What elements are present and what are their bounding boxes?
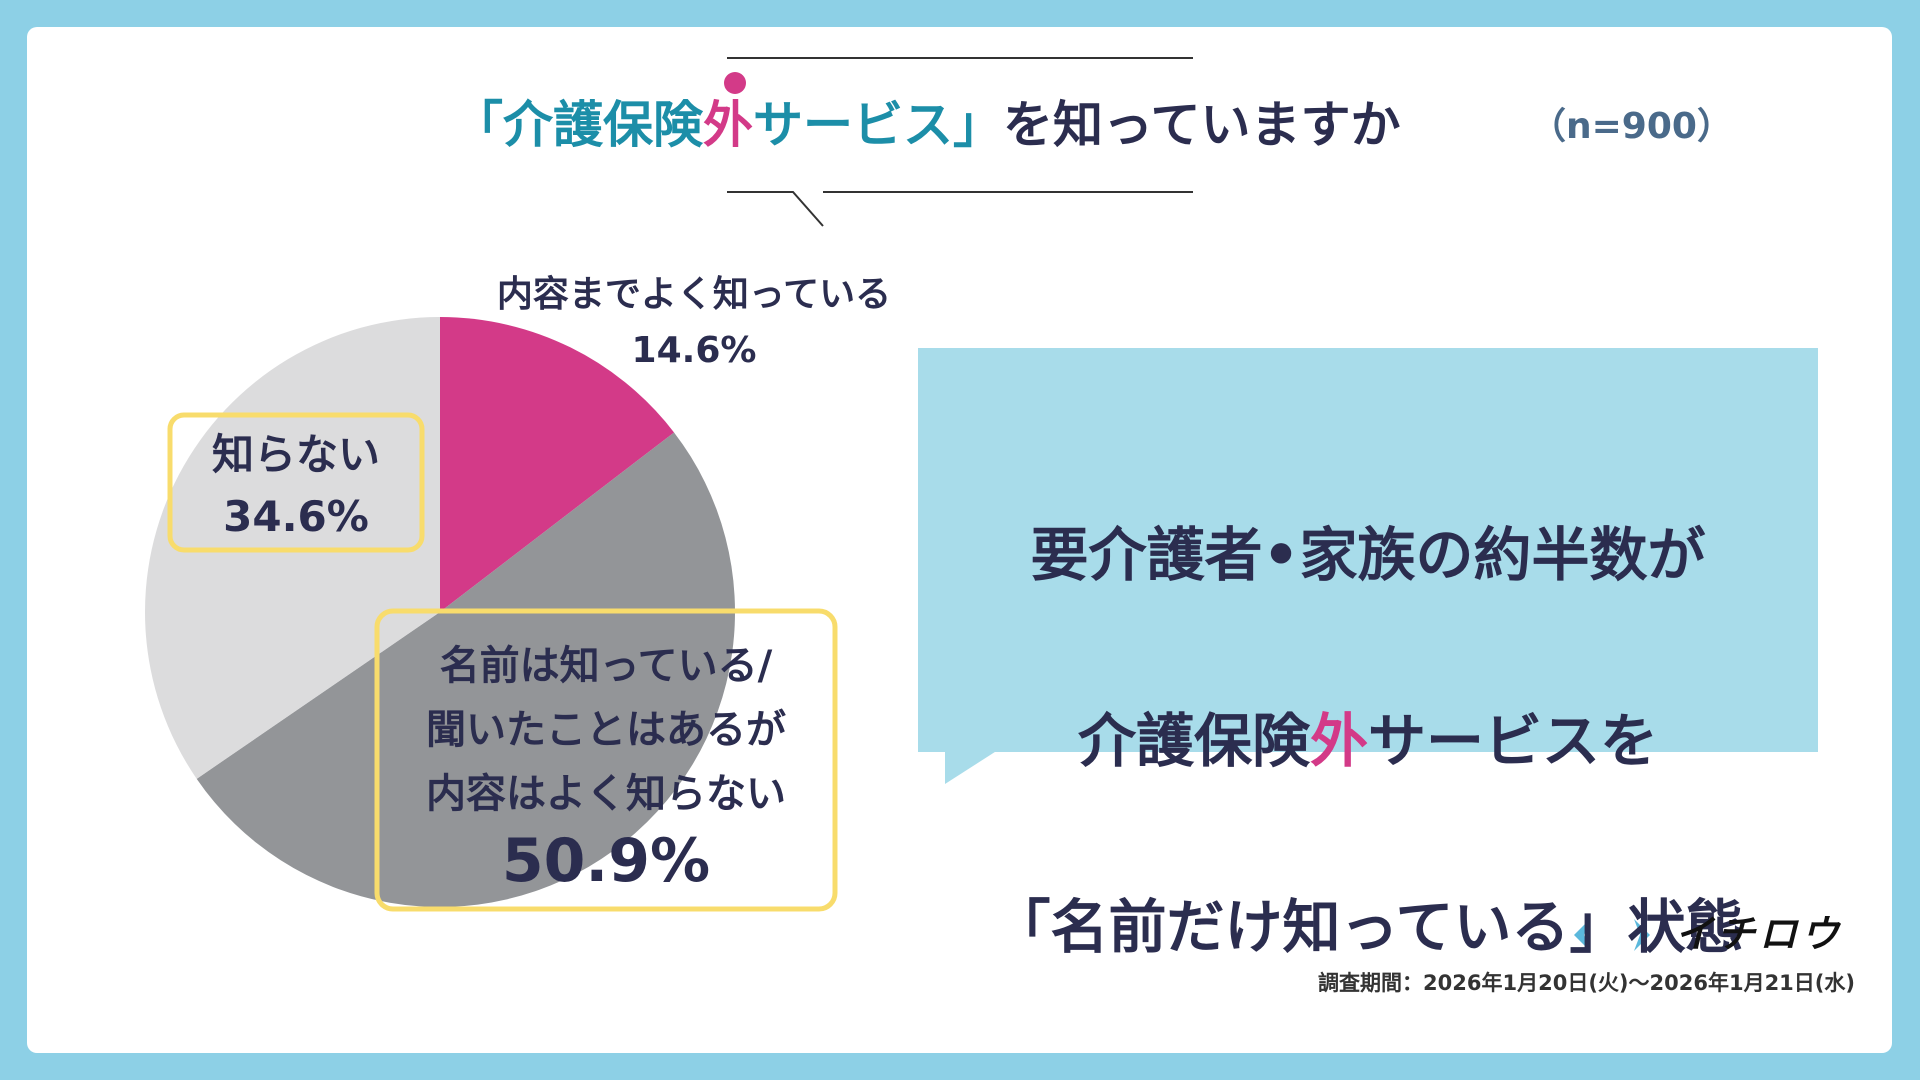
sample-size: （n=900） — [1530, 106, 1733, 147]
category-label: 知らない — [211, 430, 380, 479]
label-box — [167, 412, 425, 553]
label-box — [374, 608, 838, 912]
callout-line: 介護保険外サービスを — [918, 695, 1818, 788]
callout-part: 要介護者•家族の約半数が — [1030, 521, 1706, 589]
category-label: 名前は知っている/ 聞いたことはあるが 内容はよく知らない — [426, 643, 786, 817]
survey-period: 調査期間：2026年1月20日(火)〜2026年1月21日(水) — [1318, 971, 1855, 995]
callout-text: 要介護者•家族の約半数が 介護保険外サービスを 「名前だけ知っている」状態 — [918, 416, 1818, 1067]
title-part: 「介護保険 — [453, 96, 703, 154]
value-label: 34.6% — [223, 492, 369, 541]
title-dot — [724, 72, 746, 94]
value-label: 50.9% — [501, 826, 711, 896]
pie-slice — [196, 432, 735, 907]
pie-slice — [440, 317, 675, 612]
callout-line: 「名前だけ知っている」状態 — [918, 881, 1818, 974]
callout-box — [918, 348, 1818, 752]
title-part: サービス」 — [753, 96, 1003, 154]
title-part: 外 — [703, 96, 753, 154]
value-label: 14.6% — [631, 330, 757, 371]
callout-part: 外 — [1309, 707, 1368, 775]
title-tail — [727, 191, 824, 227]
callout-part: 「名前だけ知っている」状態 — [992, 893, 1744, 961]
callout-part: サービスを — [1368, 707, 1659, 775]
callout-part: 介護保険 — [1077, 707, 1310, 775]
title-part: を知っていますか — [1003, 96, 1401, 154]
callout-line: 要介護者•家族の約半数が — [918, 509, 1818, 602]
logo-mark — [1574, 919, 1590, 951]
callout-tail — [945, 750, 998, 784]
logo: イチロウ — [1675, 912, 1844, 956]
category-label: 内容までよく知っている — [496, 274, 892, 315]
logo-mark — [1634, 919, 1650, 951]
chart-title: 「介護保険外サービス」を知っていますか — [453, 95, 1401, 155]
